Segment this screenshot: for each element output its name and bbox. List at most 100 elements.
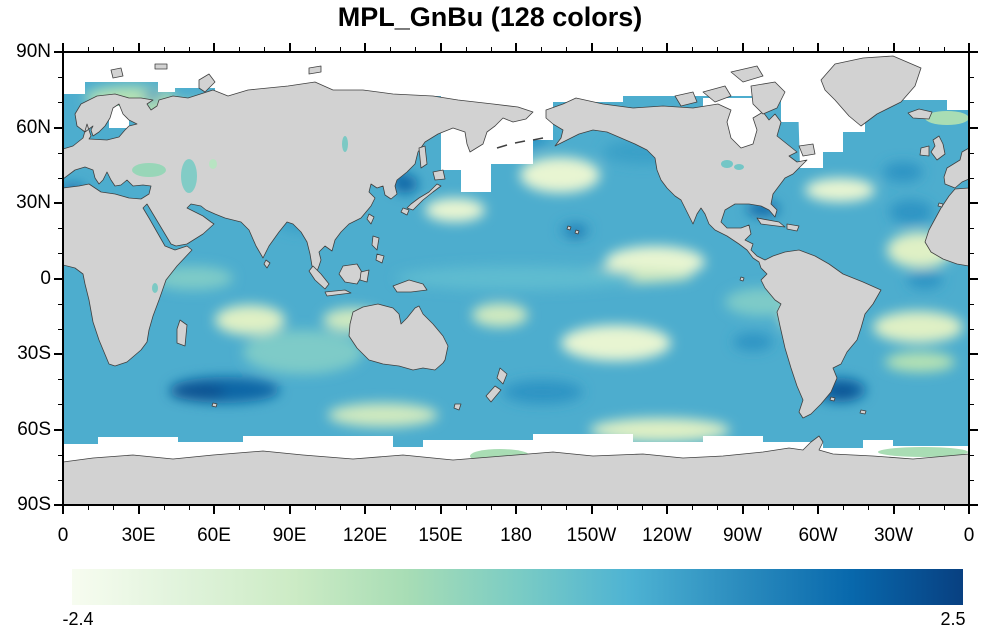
island-tasmania (453, 403, 462, 411)
lat-tick-right (969, 77, 974, 78)
landmass-eurasia-africa (62, 81, 534, 367)
island-iceland (907, 108, 933, 120)
lon-tick-top (642, 47, 643, 52)
lon-axis-label: 120W (642, 525, 692, 546)
lat-tick-left (54, 127, 63, 129)
lat-tick-right (969, 51, 978, 53)
lat-tick-right (969, 404, 974, 405)
lon-tick-bottom (768, 505, 769, 510)
lon-axis-label: 90E (272, 525, 307, 546)
lat-tick-right (969, 102, 974, 103)
edge-data-strip (925, 111, 969, 125)
lat-tick-left (54, 51, 63, 53)
lon-tick-bottom (491, 505, 492, 510)
lon-tick-top (768, 47, 769, 52)
lat-tick-right (969, 504, 978, 506)
lon-tick-bottom (340, 505, 341, 510)
lon-tick-top (390, 47, 391, 52)
lat-tick-left (58, 153, 63, 154)
data-anomaly-blob (328, 403, 438, 427)
african-lakes (152, 283, 158, 293)
lat-tick-left (54, 429, 63, 431)
data-anomaly-blob (889, 200, 933, 224)
land-layer (62, 55, 970, 506)
lon-tick-top (742, 43, 744, 52)
lat-tick-left (54, 202, 63, 204)
data-anomaly-blob (561, 325, 671, 361)
lat-tick-left (54, 504, 63, 506)
lon-tick-top (315, 47, 316, 52)
data-anomaly-blob (392, 175, 418, 193)
lon-tick-bottom (315, 505, 316, 510)
lat-tick-right (969, 329, 974, 330)
lon-tick-bottom (415, 505, 416, 510)
lon-axis-label: 120E (342, 525, 388, 546)
lon-axis-label: 150W (566, 525, 617, 546)
lat-tick-right (969, 228, 974, 229)
lat-tick-right (969, 127, 978, 129)
data-anomaly-blob (883, 162, 923, 182)
caspian-sea (181, 159, 197, 193)
lon-axis-label: 180 (500, 525, 532, 546)
lon-tick-bottom (617, 505, 618, 510)
landmass-americas (545, 97, 882, 419)
lon-tick-bottom (62, 505, 64, 514)
islands-hawaii-and-specks (211, 202, 944, 415)
lon-tick-bottom (515, 505, 517, 514)
lon-tick-bottom (440, 505, 442, 514)
lat-axis-label: 90S (17, 494, 51, 515)
data-anomaly-blob (520, 157, 600, 193)
aral-sea (209, 159, 217, 169)
great-lakes-east (734, 164, 744, 170)
plot-title: MPL_GnBu (128 colors) (337, 2, 643, 32)
lon-tick-bottom (189, 505, 190, 510)
lon-tick-bottom (968, 505, 970, 514)
lon-tick-top (968, 43, 970, 52)
lat-tick-right (969, 202, 978, 204)
lon-tick-bottom (893, 505, 895, 514)
lon-tick-bottom (289, 505, 291, 514)
lon-tick-top (466, 47, 467, 52)
lat-tick-right (969, 178, 974, 179)
data-anomaly-blob (396, 266, 636, 290)
lon-axis-label: 30W (873, 525, 914, 546)
lat-tick-left (58, 178, 63, 179)
lon-axis-label: 0 (57, 525, 69, 546)
lat-tick-right (969, 480, 974, 481)
lat-tick-left (58, 77, 63, 78)
lon-tick-top (415, 47, 416, 52)
lon-tick-top (591, 43, 593, 52)
lon-tick-bottom (742, 505, 744, 514)
lat-tick-right (969, 429, 978, 431)
lon-tick-top (364, 43, 366, 52)
lon-tick-top (264, 47, 265, 52)
lon-tick-bottom (642, 505, 643, 510)
sliver-iberia-france (943, 147, 970, 189)
landmass-antarctica (62, 435, 970, 506)
colorbar-max-label: 2.5 (940, 609, 966, 629)
lat-tick-left (58, 455, 63, 456)
island-baffin (750, 81, 786, 115)
island-taiwan (366, 213, 375, 225)
lat-tick-left (58, 304, 63, 305)
lat-tick-right (969, 353, 978, 355)
lon-tick-bottom (944, 505, 945, 510)
lat-axis-label: 30S (17, 343, 51, 364)
sliver-west-africa (924, 187, 970, 267)
islands-svalbard-franz-josef (110, 63, 168, 79)
lon-tick-top (515, 43, 517, 52)
data-anomaly-blob (873, 311, 963, 343)
islands-new-zealand (485, 367, 508, 403)
lon-tick-top (113, 47, 114, 52)
lon-tick-bottom (213, 505, 215, 514)
inland-seas-layer (132, 136, 744, 293)
island-sumatra (308, 265, 330, 290)
lat-tick-left (58, 329, 63, 330)
data-anomaly-blob (805, 178, 875, 202)
island-cuba (756, 217, 786, 228)
lon-tick-bottom (843, 505, 844, 510)
lat-tick-right (969, 278, 978, 280)
lon-tick-bottom (239, 505, 240, 510)
lon-tick-top (868, 47, 869, 52)
lon-tick-top (289, 43, 291, 52)
